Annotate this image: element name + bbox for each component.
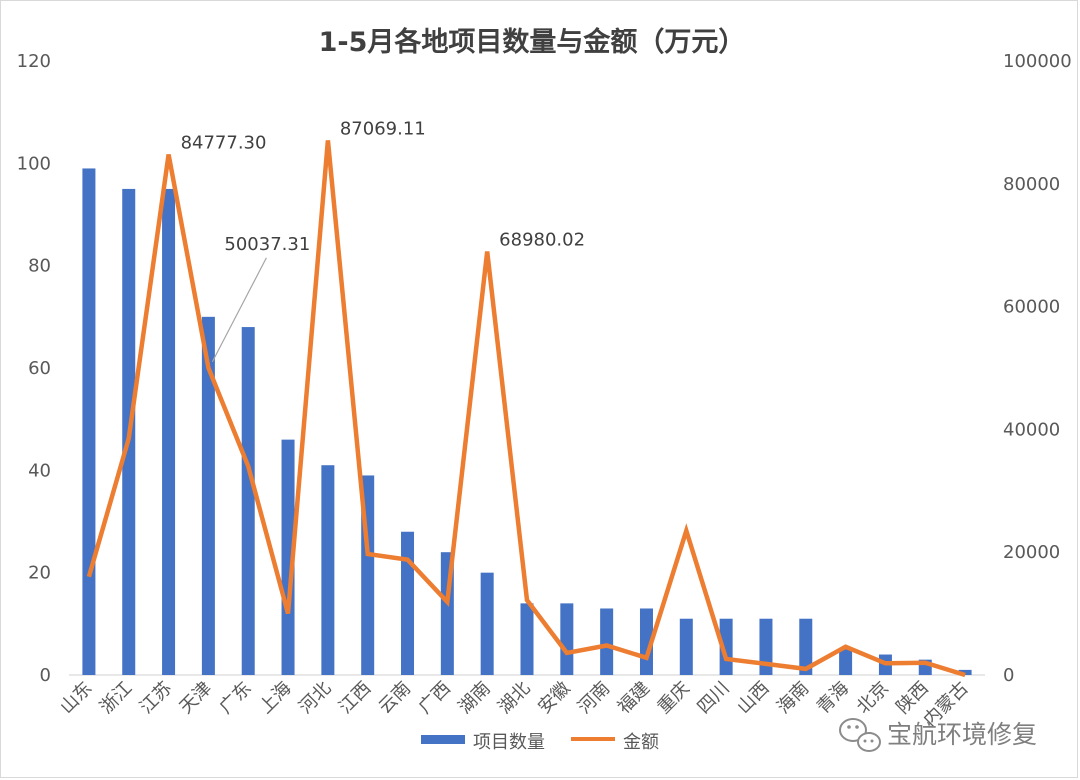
wechat-icon	[839, 718, 881, 752]
category-label: 江苏	[136, 678, 176, 718]
category-label: 湖南	[454, 678, 494, 718]
category-label: 山西	[733, 678, 773, 718]
bar	[520, 603, 534, 675]
bar	[162, 188, 176, 675]
right-tick-label: 40000	[1003, 419, 1060, 440]
legend-label-bars: 项目数量	[473, 732, 545, 753]
category-labels: 山东 浙江 江苏 天津 广东 上海 河北 江西 云南 广西 湖南 湖北 安徽 河南 福建 重庆 四川 山西 海南 青海…	[56, 678, 972, 731]
left-tick-label: 40	[28, 460, 51, 481]
bar	[679, 618, 693, 675]
category-label: 山东	[56, 678, 96, 718]
right-tick-label: 60000	[1003, 297, 1060, 318]
category-label: 广东	[215, 678, 255, 718]
bar	[201, 316, 215, 675]
left-tick-label: 120	[17, 51, 51, 72]
legend-label-line: 金额	[623, 732, 659, 753]
data-labels: 84777.30 50037.31 87069.11 68980.02	[181, 118, 585, 363]
category-label: 天津	[176, 678, 216, 718]
legend: 项目数量 金额	[421, 732, 659, 753]
right-tick-label: 0	[1003, 665, 1014, 686]
left-axis-ticks: 0 20 40 60 80 100 120	[17, 51, 51, 686]
category-label: 江西	[335, 678, 375, 718]
category-label: 安徽	[534, 678, 574, 718]
left-tick-label: 20	[28, 563, 51, 584]
watermark: 宝航环境修复	[839, 718, 1037, 752]
bar-series	[82, 168, 972, 675]
bar	[82, 168, 96, 675]
category-label: 河北	[295, 678, 335, 718]
category-label: 云南	[375, 678, 415, 718]
data-label: 50037.31	[224, 234, 310, 255]
category-label: 广西	[415, 678, 455, 718]
bar	[839, 649, 853, 675]
bar	[799, 618, 813, 675]
bar	[958, 669, 972, 675]
category-label: 青海	[813, 678, 853, 718]
bar	[401, 531, 415, 675]
data-label: 87069.11	[340, 118, 426, 139]
category-label: 上海	[255, 678, 295, 718]
bar	[281, 439, 295, 675]
category-label: 四川	[693, 678, 733, 718]
left-tick-label: 0	[40, 665, 51, 686]
left-tick-label: 80	[28, 256, 51, 277]
bar	[759, 618, 773, 675]
data-label: 84777.30	[181, 132, 267, 153]
category-label: 浙江	[96, 678, 136, 718]
bar	[241, 327, 255, 675]
category-label: 北京	[853, 678, 893, 718]
left-tick-label: 100	[17, 153, 51, 174]
bar	[560, 603, 574, 675]
line-series-layer	[86, 140, 966, 678]
legend-swatch-bars	[421, 735, 465, 744]
right-tick-label: 20000	[1003, 542, 1060, 563]
bar	[480, 572, 494, 675]
category-label: 福建	[614, 678, 654, 718]
right-axis-ticks: 0 20000 40000 60000 80000 100000	[1003, 51, 1072, 686]
bar	[321, 465, 335, 675]
data-label-leader	[211, 257, 267, 363]
chart-title: 1-5月各地项目数量与金额（万元）	[319, 26, 746, 58]
watermark-text: 宝航环境修复	[887, 720, 1037, 749]
category-label: 湖北	[494, 678, 534, 718]
amount-line	[86, 140, 966, 678]
category-label: 重庆	[654, 678, 694, 718]
right-tick-label: 80000	[1003, 174, 1060, 195]
left-tick-label: 60	[28, 358, 51, 379]
category-label: 河南	[574, 678, 614, 718]
data-label: 68980.02	[499, 229, 585, 250]
right-tick-label: 100000	[1003, 51, 1072, 72]
bar	[600, 608, 614, 675]
category-label: 海南	[773, 678, 813, 718]
